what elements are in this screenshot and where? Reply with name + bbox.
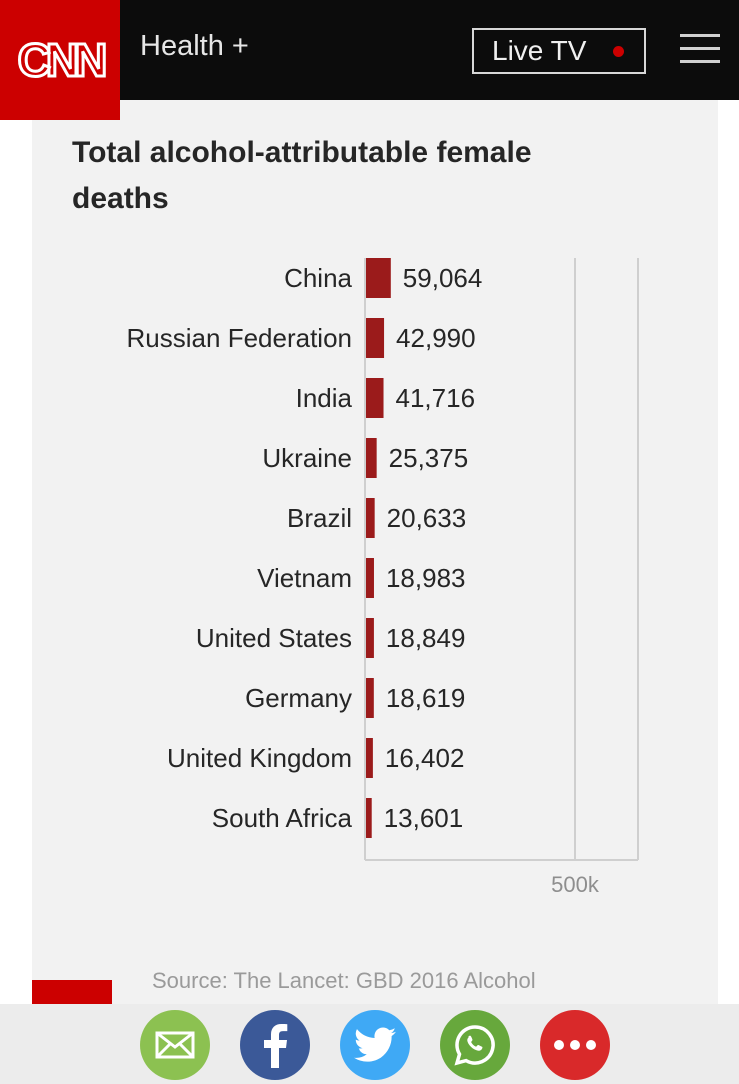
category-label: Brazil <box>287 503 352 533</box>
chart-source: Source: The Lancet: GBD 2016 Alcohol <box>152 968 536 993</box>
whatsapp-icon <box>454 1025 495 1066</box>
x-tick-label: 500k <box>551 872 600 897</box>
bar-chart: 500k China 59,064 Russian Federation 42,990 I… <box>127 258 639 897</box>
section-title[interactable]: Health + <box>140 30 249 62</box>
value-label: 13,601 <box>384 803 464 833</box>
value-label: 18,619 <box>386 683 466 713</box>
bar <box>366 618 374 658</box>
category-label: Russian Federation <box>127 323 352 353</box>
bar <box>366 438 377 478</box>
category-label: United Kingdom <box>167 743 352 773</box>
value-label: 20,633 <box>387 503 467 533</box>
twitter-share-button[interactable] <box>340 1010 410 1080</box>
bar <box>366 378 384 418</box>
facebook-share-button[interactable] <box>240 1010 310 1080</box>
bar <box>366 498 375 538</box>
live-dot-icon <box>613 46 624 57</box>
category-label: India <box>296 383 353 413</box>
chart-title: Total alcohol-attributable female deaths <box>72 136 532 215</box>
value-label: 16,402 <box>385 743 465 773</box>
more-dots-icon <box>554 1040 596 1050</box>
chart-card <box>32 100 718 1004</box>
bar <box>366 678 374 718</box>
value-label: 42,990 <box>396 323 476 353</box>
value-label: 18,983 <box>386 563 466 593</box>
bar <box>366 798 372 838</box>
category-label: Ukraine <box>262 443 352 473</box>
bar <box>366 558 374 598</box>
bar <box>366 738 373 778</box>
page-gutter <box>718 100 739 1004</box>
svg-text:CNN: CNN <box>18 34 105 86</box>
category-label: South Africa <box>212 803 353 833</box>
category-label: Germany <box>245 683 352 713</box>
page-gutter <box>0 100 32 1004</box>
cnn-logo[interactable]: CNN <box>0 0 120 120</box>
email-icon <box>155 1031 195 1059</box>
cnn-logo-mark: CNN <box>16 33 110 88</box>
value-label: 25,375 <box>389 443 469 473</box>
twitter-icon <box>354 1027 396 1062</box>
bar <box>366 318 385 358</box>
more-share-button[interactable] <box>540 1010 610 1080</box>
bar <box>366 258 391 298</box>
live-tv-button[interactable]: Live TV <box>472 28 646 74</box>
facebook-icon <box>264 1024 288 1068</box>
category-label: China <box>284 263 352 293</box>
value-label: 41,716 <box>396 383 476 413</box>
live-tv-label: Live TV <box>492 35 587 66</box>
category-label: United States <box>196 623 352 653</box>
value-label: 59,064 <box>403 263 483 293</box>
category-label: Vietnam <box>257 563 352 593</box>
value-label: 18,849 <box>386 623 466 653</box>
hamburger-menu-icon[interactable] <box>680 34 720 64</box>
red-accent-bar <box>32 980 112 1004</box>
email-share-button[interactable] <box>140 1010 210 1080</box>
whatsapp-share-button[interactable] <box>440 1010 510 1080</box>
